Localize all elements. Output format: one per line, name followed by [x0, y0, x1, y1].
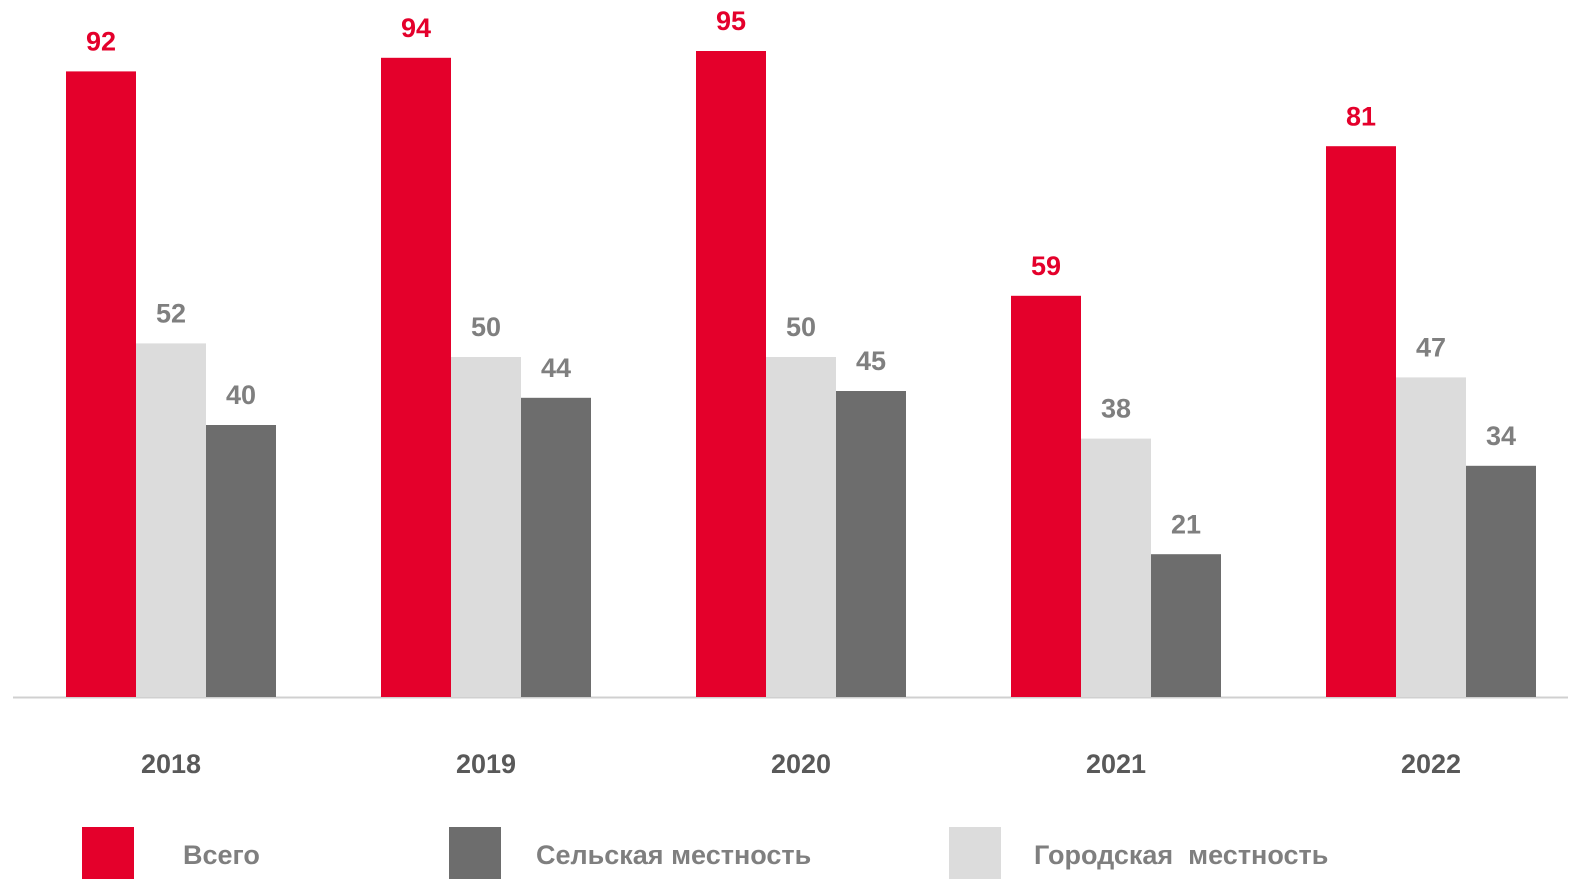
data-label: 52 [156, 299, 186, 329]
data-label: 47 [1416, 333, 1446, 363]
data-label: 81 [1346, 101, 1376, 131]
x-tick-label: 2021 [1086, 749, 1146, 779]
bar [766, 357, 836, 697]
data-label: 94 [401, 13, 431, 43]
data-label: 40 [226, 380, 256, 410]
legend-label: Всего [183, 840, 260, 870]
bar [1081, 438, 1151, 697]
legend-swatch [449, 827, 501, 879]
bar [206, 425, 276, 697]
bar [1326, 146, 1396, 697]
bar [136, 343, 206, 697]
data-label: 44 [541, 353, 571, 383]
x-tick-label: 2018 [141, 749, 201, 779]
bar [66, 71, 136, 697]
bar [1011, 295, 1081, 697]
data-label: 21 [1171, 509, 1201, 539]
bar [1396, 377, 1466, 697]
data-label: 45 [856, 346, 886, 376]
data-label: 34 [1486, 421, 1516, 451]
data-label: 95 [716, 6, 746, 36]
bar [1151, 554, 1221, 697]
data-label: 38 [1101, 394, 1131, 424]
legend-label: Сельская местность [536, 840, 811, 870]
bar [521, 397, 591, 697]
data-label: 59 [1031, 251, 1061, 281]
data-label: 50 [471, 312, 501, 342]
bar [381, 57, 451, 698]
data-label: 92 [86, 27, 116, 57]
bar [836, 391, 906, 697]
legend-label: Городская местность [1034, 840, 1328, 870]
data-label: 50 [786, 312, 816, 342]
bar [451, 357, 521, 697]
bar [1466, 465, 1536, 697]
x-tick-label: 2022 [1401, 749, 1461, 779]
x-tick-label: 2019 [456, 749, 516, 779]
legend-swatch [949, 827, 1001, 879]
x-tick-label: 2020 [771, 749, 831, 779]
bar [696, 51, 766, 697]
legend-swatch [82, 827, 134, 879]
